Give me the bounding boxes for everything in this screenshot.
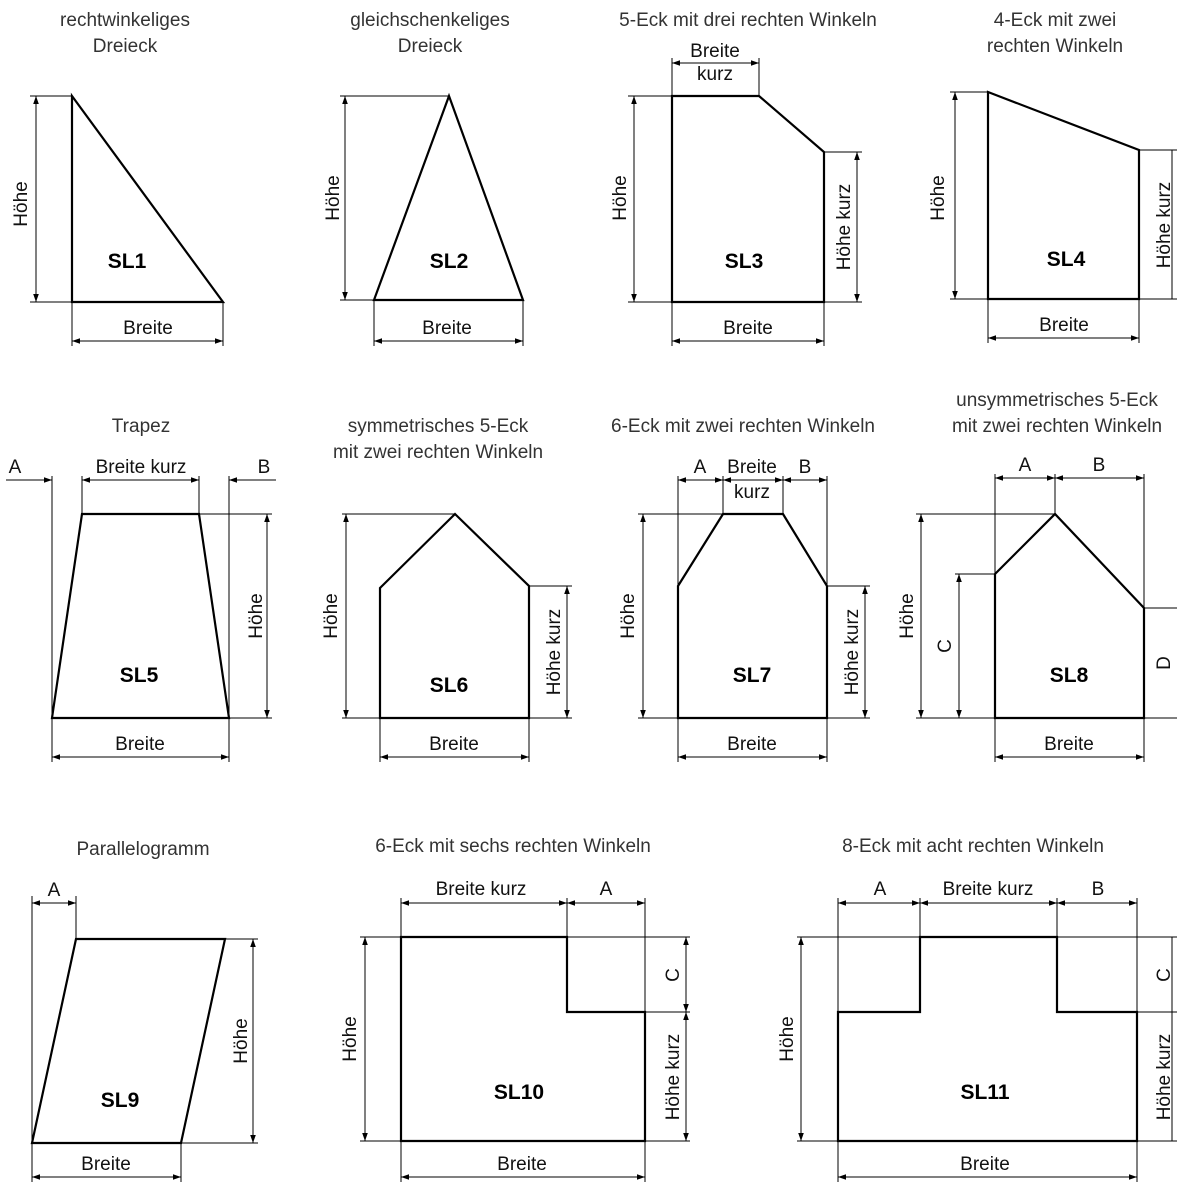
sl4-code: SL4 [1047,248,1086,271]
sl2-label-breite: Breite [422,318,472,339]
sl9-outline [30,937,227,1145]
sl7-label-breite: Breite [727,734,777,755]
sl7-title: 6-Eck mit zwei rechten Winkeln [611,416,875,437]
sl10-title: 6-Eck mit sechs rechten Winkeln [375,836,651,857]
sl10-label-a: A [600,879,613,900]
sl5-label-breite: Breite [115,734,165,755]
sl10-label-hoehe-kurz: Höhe kurz [663,1034,684,1121]
sl5-outline [50,512,231,720]
sl3-code: SL3 [725,250,764,273]
sl1-code: SL1 [108,250,147,273]
sl7-label-a: A [694,457,707,478]
shape-sl7: 6-Eck mit zwei rechten Winkeln A Breite … [611,416,875,762]
sl4-title-line2: rechten Winkeln [987,36,1123,57]
sl7-code: SL7 [733,664,772,687]
sl9-label-a: A [48,880,61,901]
sl6-label-hoehe: Höhe [321,593,342,638]
sl1-label-hoehe: Höhe [11,181,32,226]
sl11-code: SL11 [960,1081,1009,1104]
sl3-outline [670,94,826,304]
sl3-label-breite: Breite [723,318,773,339]
sl11-label-breite: Breite [960,1154,1010,1175]
sl9-label-hoehe: Höhe [231,1018,252,1063]
shape-sl5: Trapez Breite kurz A B Höhe Breite SL5 [6,416,276,762]
sl1-label-breite: Breite [123,318,173,339]
shape-sl1: rechtwinkeliges Dreieck Höhe Breite SL1 [11,10,226,346]
sl7-label-hoehe: Höhe [618,593,639,638]
sl5-title: Trapez [112,416,170,437]
sl10-outline [399,935,647,1143]
sl7-label-hoehe-kurz: Höhe kurz [842,609,863,696]
sl11-label-hoehe: Höhe [777,1016,798,1061]
sl7-label-b: B [799,457,812,478]
sl6-label-hoehe-kurz: Höhe kurz [544,609,565,696]
sl6-title-line2: mit zwei rechten Winkeln [333,442,543,463]
sl2-outline [372,92,525,302]
sl11-label-hoehe-kurz: Höhe kurz [1154,1034,1175,1121]
sl11-label-c: C [1154,968,1175,982]
sl10-label-breite: Breite [497,1154,547,1175]
sl4-label-hoehe-kurz: Höhe kurz [1154,182,1175,269]
sl4-label-breite: Breite [1039,315,1089,336]
sl2-code: SL2 [430,250,469,273]
sl11-title: 8-Eck mit acht rechten Winkeln [842,836,1104,857]
sl8-label-breite: Breite [1044,734,1094,755]
shape-sl4: 4-Eck mit zwei rechten Winkeln Höhe Höhe… [928,10,1177,343]
sl2-title-line2: Dreieck [398,36,463,57]
sl7-label-breite-kurz-2: kurz [734,482,770,503]
shape-sl9: Parallelogramm A Höhe Breite SL9 [30,839,258,1182]
sl7-label-breite-kurz-1: Breite [727,457,777,478]
sl3-label-breite-kurz-1: Breite [690,41,740,62]
sl11-label-a: A [874,879,887,900]
sl2-title-line1: gleichschenkeliges [350,10,510,31]
sl10-code: SL10 [494,1081,544,1104]
sl8-label-hoehe: Höhe [897,593,918,638]
shape-sl8: unsymmetrisches 5-Eck mit zwei rechten W… [897,390,1177,762]
sl8-label-a: A [1019,455,1032,476]
shape-sl10: 6-Eck mit sechs rechten Winkeln Breite k… [340,836,690,1182]
sl10-label-hoehe: Höhe [340,1016,361,1061]
sl6-code: SL6 [430,674,469,697]
sl3-label-hoehe-kurz: Höhe kurz [834,184,855,271]
sl1-title-line1: rechtwinkeliges [60,10,190,31]
sl3-label-breite-kurz-2: kurz [697,64,733,85]
sl6-outline [378,512,531,720]
sl9-label-breite: Breite [81,1154,131,1175]
shape-sl6: symmetrisches 5-Eck mit zwei rechten Win… [321,416,572,762]
sl11-label-b: B [1092,879,1105,900]
sl5-label-breite-kurz: Breite kurz [96,457,187,478]
sl9-title: Parallelogramm [76,839,209,860]
sl7-outline [676,512,829,720]
sl10-label-breite-kurz: Breite kurz [436,879,527,900]
sl2-label-hoehe: Höhe [323,175,344,220]
sl5-code: SL5 [120,664,159,687]
shape-sl3: 5-Eck mit drei rechten Winkeln Breite ku… [610,10,877,346]
sl6-label-breite: Breite [429,734,479,755]
shape-sl2: gleichschenkeliges Dreieck Höhe Breite S… [323,10,525,346]
sl4-title-line1: 4-Eck mit zwei [994,10,1116,31]
sl3-label-hoehe: Höhe [610,175,631,220]
sl9-code: SL9 [101,1089,140,1112]
sl8-label-c: C [935,639,956,653]
sl8-title-line2: mit zwei rechten Winkeln [952,416,1162,437]
shape-sl11: 8-Eck mit acht rechten Winkeln A Breite … [777,836,1177,1182]
sl11-outline [836,935,1139,1143]
sl5-label-a: A [9,457,22,478]
sl8-label-b: B [1093,455,1106,476]
sl1-outline [70,92,226,304]
sl8-label-d: D [1154,656,1175,670]
sl5-label-b: B [258,457,271,478]
sl8-code: SL8 [1050,664,1089,687]
sl8-title-line1: unsymmetrisches 5-Eck [956,390,1158,411]
sl11-label-breite-kurz: Breite kurz [943,879,1034,900]
sl6-title-line1: symmetrisches 5-Eck [348,416,529,437]
sl10-label-c: C [663,968,684,982]
sl4-label-hoehe: Höhe [928,175,949,220]
sl3-title: 5-Eck mit drei rechten Winkeln [619,10,877,31]
sl5-label-hoehe: Höhe [246,593,267,638]
sl8-outline [993,512,1146,720]
sl1-title-line2: Dreieck [93,36,158,57]
